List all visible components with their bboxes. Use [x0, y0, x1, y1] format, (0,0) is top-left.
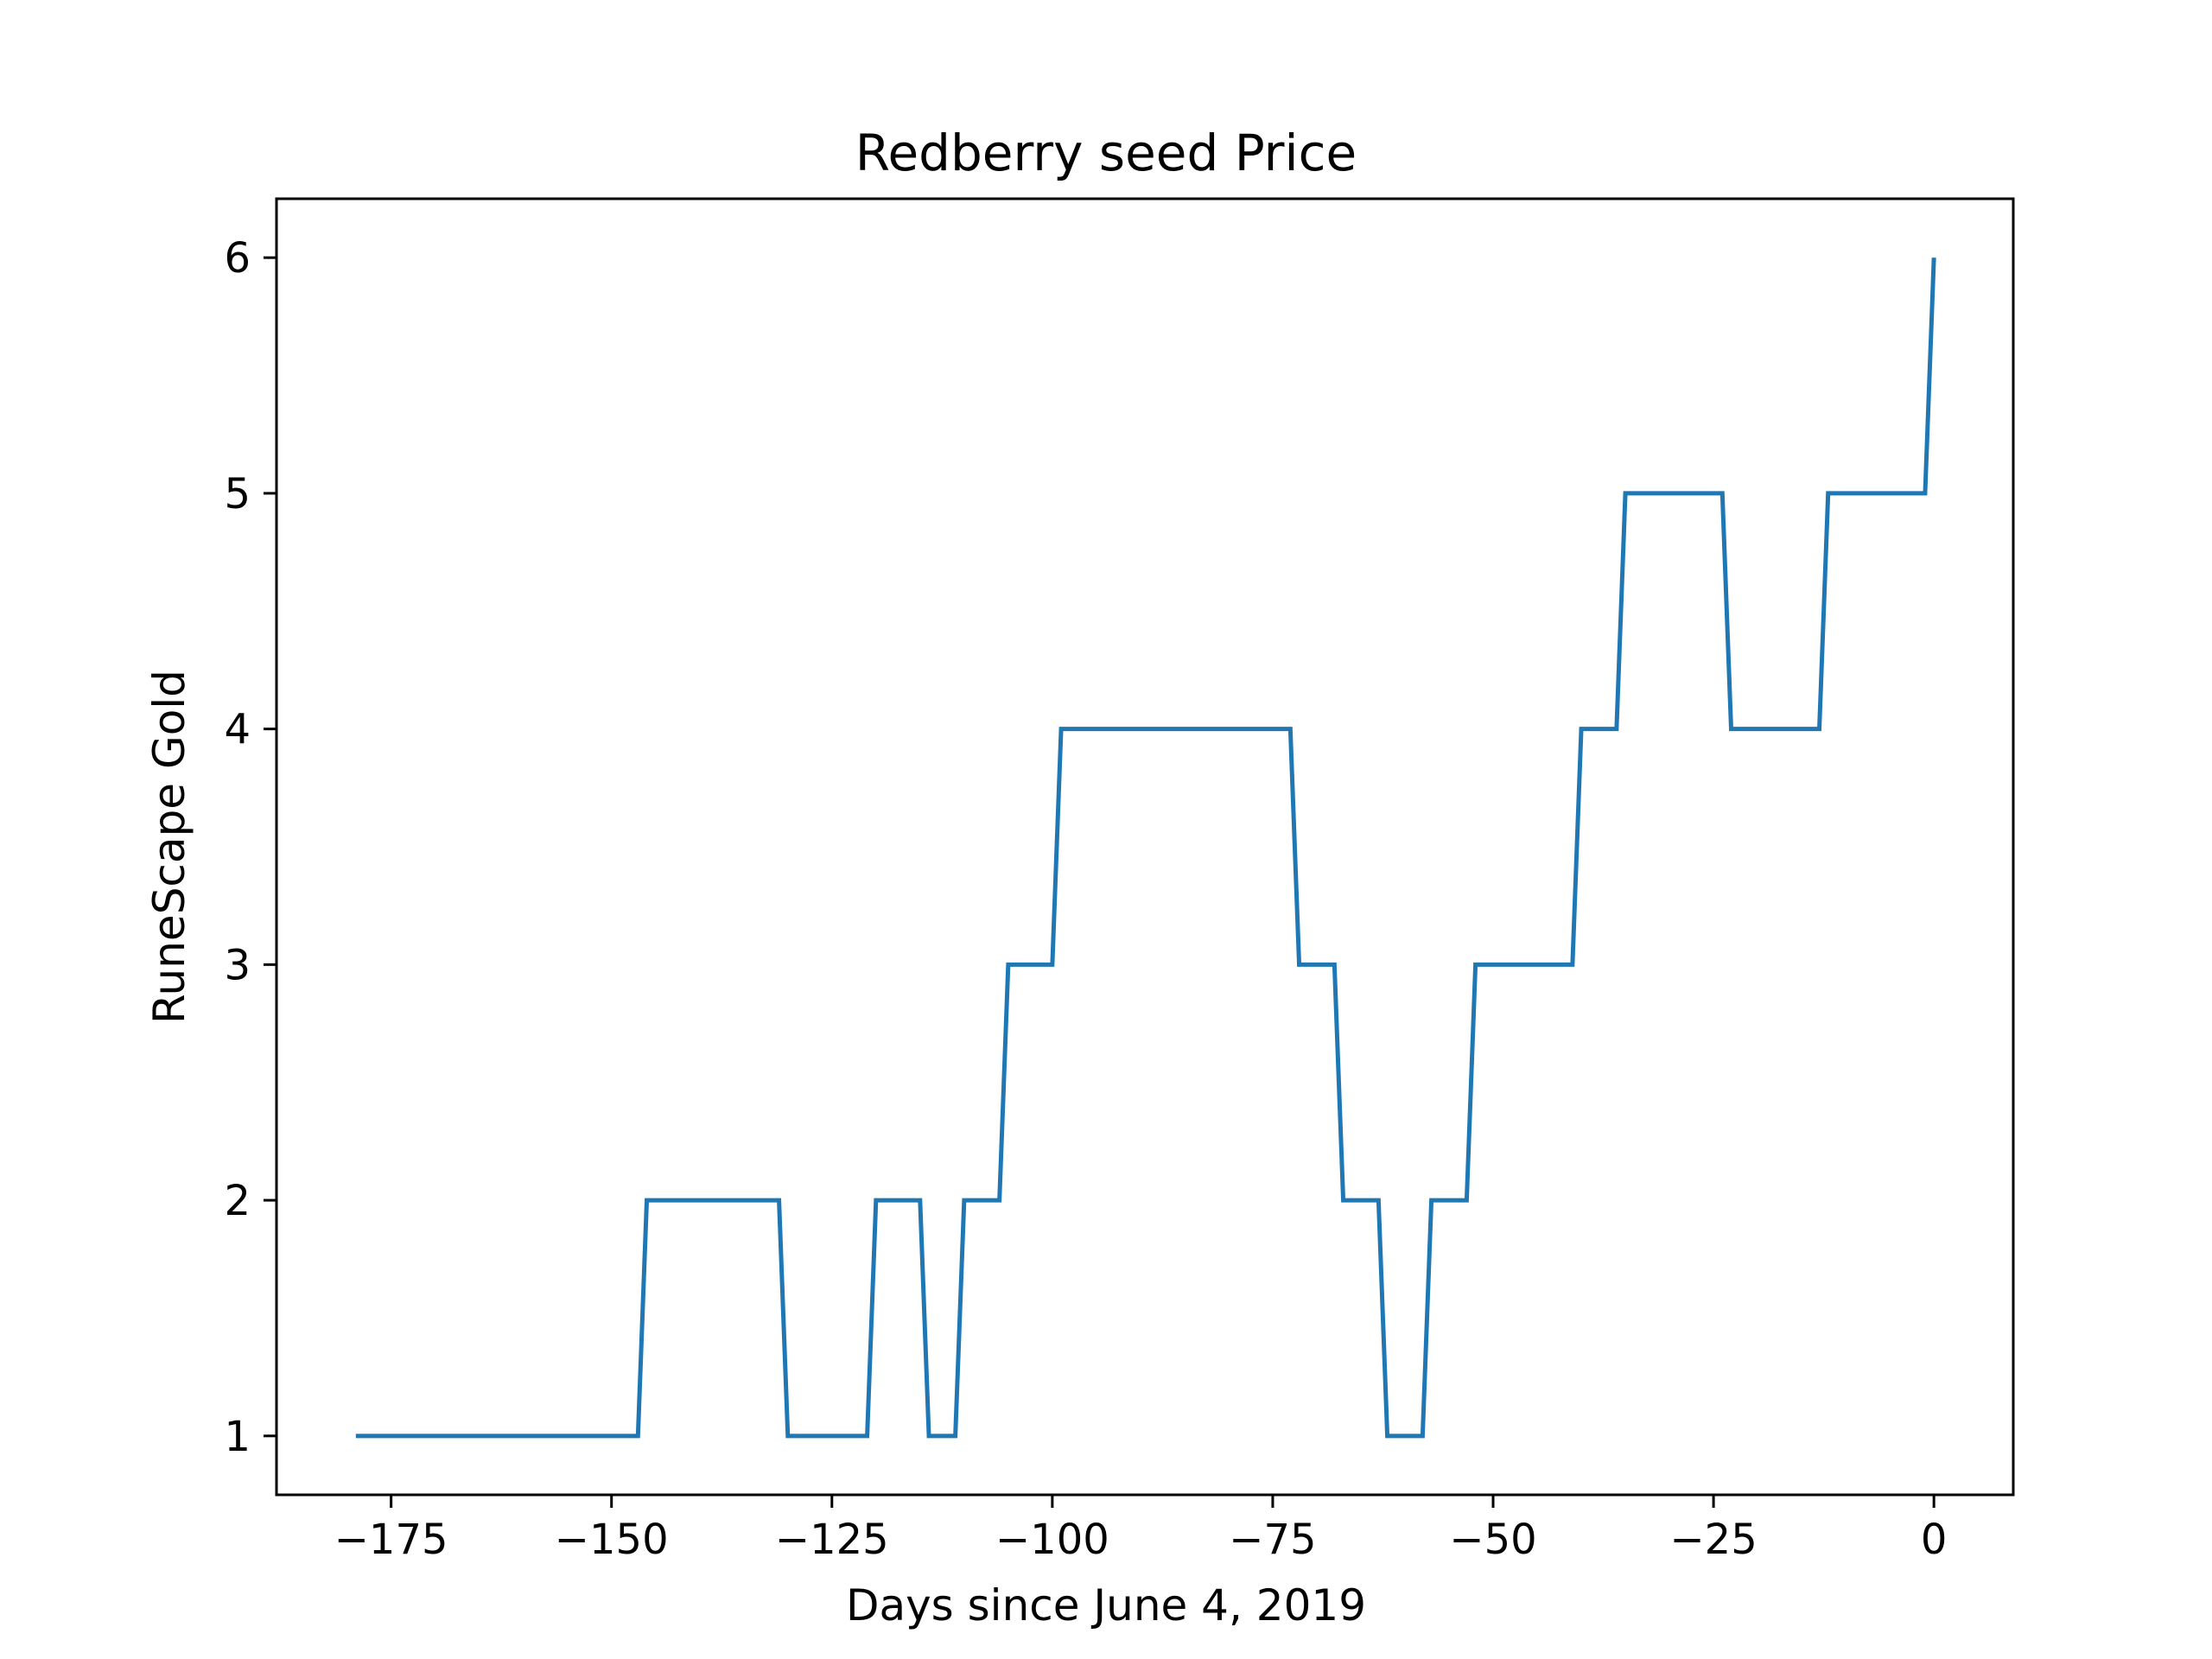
x-tick-label: −50 [1449, 1516, 1536, 1564]
x-tick-label: −125 [775, 1516, 889, 1564]
x-tick-label: −25 [1669, 1516, 1757, 1564]
y-tick-label: 1 [224, 1413, 251, 1461]
x-tick-label: 0 [1921, 1516, 1948, 1564]
y-tick-label: 5 [224, 470, 251, 518]
x-tick-label: −150 [555, 1516, 669, 1564]
plot-frame [275, 197, 2015, 1497]
plot-area [355, 257, 1936, 1439]
y-tick-label: 2 [224, 1177, 251, 1225]
x-tick-label: −100 [995, 1516, 1109, 1564]
y-axis: 1 2 3 4 5 6 [224, 234, 276, 1461]
x-axis: −175 −150 −125 −100 −75 −50 −25 0 [334, 1495, 1948, 1564]
y-tick-label: 3 [224, 941, 251, 989]
y-axis-label: RuneScape Gold [144, 670, 194, 1024]
x-tick-label: −75 [1229, 1516, 1316, 1564]
chart-title: Redberry seed Price [855, 124, 1357, 182]
series-line-0 [355, 257, 1936, 1439]
y-tick-label: 6 [224, 234, 251, 283]
y-tick-label: 4 [224, 706, 251, 754]
x-axis-label: Days since June 4, 2019 [846, 1580, 1366, 1630]
x-tick-label: −175 [334, 1516, 448, 1564]
